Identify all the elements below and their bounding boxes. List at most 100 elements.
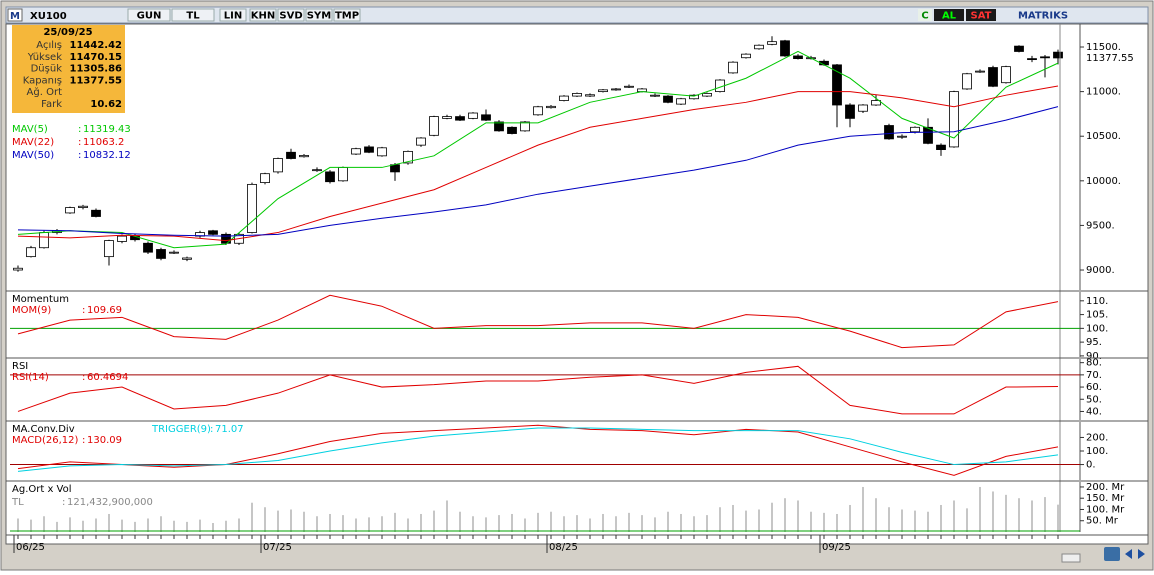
candle-body [338,167,348,182]
scroll[interactable] [1061,553,1081,563]
y-tick-label: 50. [1086,394,1102,405]
candle-body [13,267,23,271]
info-label: Yüksek [27,52,62,63]
candle-body [1040,56,1050,59]
toolbar-button-label[interactable]: SYM [307,11,331,22]
info-date: 25/09/25 [43,27,92,38]
legend-name: MACD(26,12) [12,435,79,446]
candle-body [533,106,543,116]
candle-body [767,41,777,45]
candle-body [572,92,582,97]
logo-box [7,8,23,22]
candle-body [611,88,621,91]
candle-body [182,257,192,260]
legend-colon: : [62,497,65,508]
y-tick-label: 11500. [1086,42,1121,53]
candle-body [858,104,868,112]
x-tick-label: 09/25 [822,542,851,553]
candle-body [1001,66,1011,84]
refresh-button[interactable] [1104,547,1120,561]
toolbar-button-label[interactable]: SVD [279,11,302,22]
candle-body [494,121,504,132]
candle-body [1027,58,1037,61]
candle-body [351,148,361,155]
info-label: Ağ. Ort [27,86,63,98]
y-tick-label: 200. Mr [1086,482,1125,493]
info-label: Fark [41,99,62,110]
candle-body [299,154,309,158]
candle-body [26,247,36,258]
toolbar-button[interactable] [305,8,333,22]
candle-body [884,125,894,140]
legend-colon: : [210,424,213,435]
toolbar-button-label[interactable]: LIN [224,11,242,22]
toolbar-button-label[interactable]: TMP [335,11,359,22]
candle-body [559,95,569,101]
candle-body [169,251,179,254]
candle-body [520,121,530,132]
candle-body [975,70,985,73]
toolbar-button-label[interactable]: TL [186,11,200,22]
toolbar-button[interactable] [934,9,964,21]
candle-body [507,126,517,134]
y-tick-label: 10000. [1086,176,1121,187]
toolbar-button[interactable] [171,8,215,22]
info-value: 11377.55 [69,75,122,86]
candle-body [702,92,712,97]
legend-colon: : [78,150,81,161]
toolbar-button-label[interactable]: C [921,11,928,22]
logo: M [10,11,20,22]
candle-body [585,94,595,97]
toolbar-button-label[interactable]: GUN [137,11,162,22]
legend-colon: : [82,305,85,316]
toolbar-button-label[interactable]: AL [942,11,957,22]
last-price-box [1082,51,1144,64]
candle-body [923,126,933,144]
y-tick-label: 100. [1086,446,1108,457]
toolbar-button[interactable] [277,8,305,22]
candle-body [455,116,465,121]
candle-body [1053,51,1063,59]
candle-body [949,91,959,148]
legend-name: MAV(50) [12,150,54,161]
candle-body [429,116,439,136]
info-value: 11305.86 [69,64,122,75]
candle-body [1014,45,1024,52]
candle-body [91,209,101,217]
y-tick-label: 50. Mr [1086,516,1119,527]
candle-body [260,173,270,184]
candle-body [65,207,75,214]
toolbar-button[interactable] [966,9,996,21]
toolbar-button[interactable] [127,8,171,22]
panel-title: MA.Conv.Div [12,424,75,435]
candle-body [481,114,491,121]
indicator-line [17,85,1059,242]
y-tick-label: 60. [1086,382,1102,393]
legend-value: 130.09 [87,435,122,446]
candle-body [377,147,387,157]
y-tick-label: 9500. [1086,220,1115,231]
toolbar-button-label[interactable]: KHN [251,11,276,22]
candle-body [78,205,88,208]
candle-body [845,104,855,119]
toolbar-button[interactable] [219,8,247,22]
candle-body [897,135,907,138]
toolbar-button[interactable] [918,9,932,21]
info-value: 11442.42 [69,40,122,51]
legend-name: MAV(22) [12,137,54,148]
y-tick-label: 80. [1086,358,1102,369]
legend-colon: : [82,372,85,383]
legend-name: TRIGGER(9) [151,424,211,435]
toolbar-button-label[interactable]: SAT [971,11,992,22]
candle-body [871,100,881,106]
nav-arrows[interactable] [1125,549,1145,559]
y-tick-label: 9000. [1086,265,1115,276]
toolbar-button[interactable] [333,8,361,22]
candle-body [312,169,322,172]
toolbar-button[interactable] [249,8,277,22]
indicator-line [17,106,1059,237]
legend-value: 121,432,900,000 [67,497,153,508]
x-tick-label: 08/25 [549,542,578,553]
y-tick-label: 11000. [1086,87,1121,98]
